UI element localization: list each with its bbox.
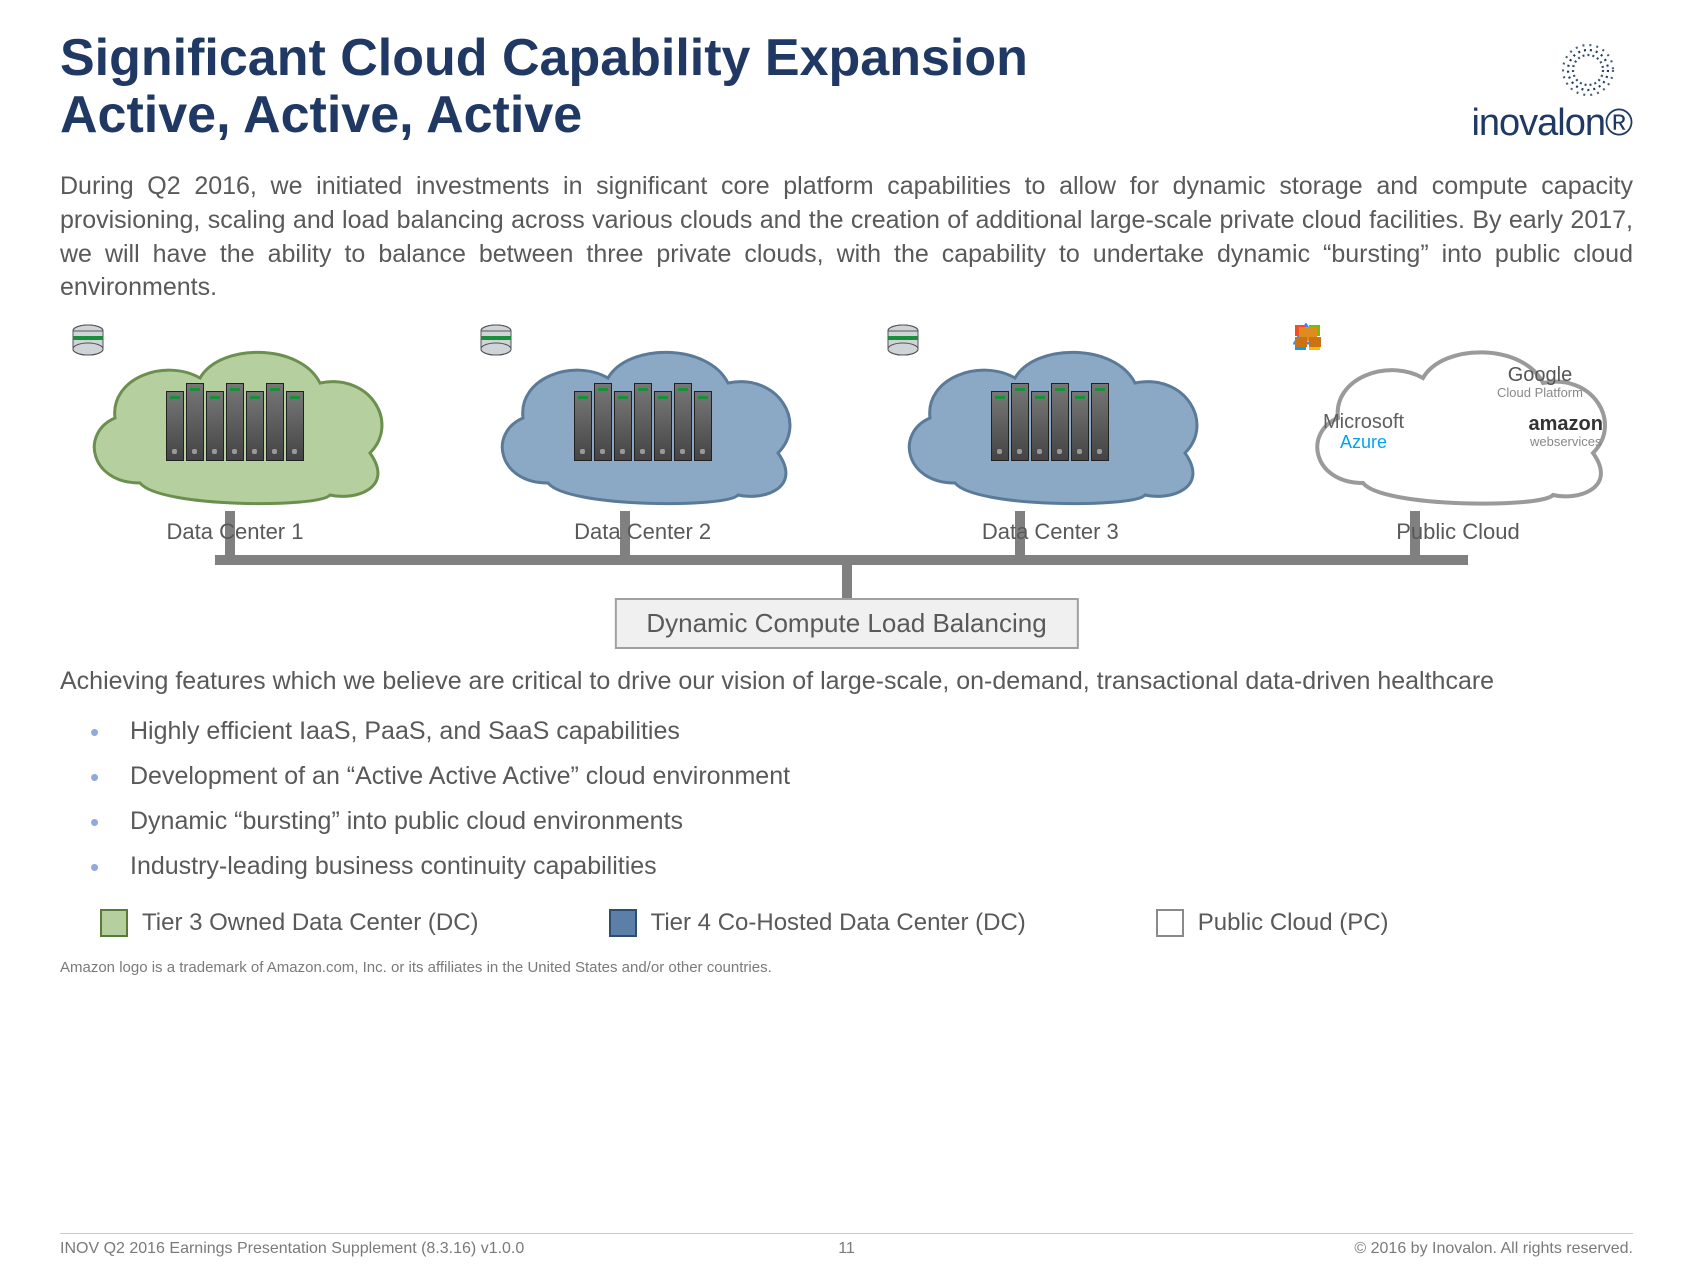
cloud-block-3: Data Center 3 [875,323,1225,545]
provider-google: Google Cloud Platform [1323,364,1603,399]
slide-header: Significant Cloud Capability Expansion A… [60,30,1633,145]
aws-sub: webservices [1529,436,1603,448]
legend-swatch [100,909,128,937]
cloud-3 [885,323,1215,513]
legend: Tier 3 Owned Data Center (DC) Tier 4 Co-… [60,909,1633,937]
cloud-2-content [478,323,808,513]
cloud-public: Google Cloud Platform Microsoft [1293,323,1623,513]
cloud-diagram: Data Center 1 [60,323,1633,633]
footer-right: © 2016 by Inovalon. All rights reserved. [1354,1240,1633,1258]
logo-text: inovalon [1471,102,1605,144]
aws-icon [1293,323,1325,353]
server-icon [654,391,672,461]
legend-item-tier3: Tier 3 Owned Data Center (DC) [100,909,479,937]
server-icon [674,383,692,461]
bullet-item: Development of an “Active Active Active”… [90,762,1633,791]
cloud-1-content [70,323,400,513]
aws-name: amazon [1529,413,1603,435]
server-icon [166,391,184,461]
feature-bullets: Highly efficient IaaS, PaaS, and SaaS ca… [60,717,1633,881]
server-icon [1071,391,1089,461]
bullet-item: Dynamic “bursting” into public cloud env… [90,807,1633,836]
azure-name: Microsoft [1323,411,1404,433]
connector-down [842,555,852,603]
server-icon [1011,383,1029,461]
google-name: Google [1508,364,1573,386]
legend-label: Public Cloud (PC) [1198,909,1389,937]
legend-swatch [1156,909,1184,937]
provider-azure: Microsoft Azure [1323,411,1404,450]
legend-swatch [609,909,637,937]
google-sub: Cloud Platform [1497,387,1583,399]
server-icon [594,383,612,461]
legend-label: Tier 4 Co-Hosted Data Center (DC) [651,909,1026,937]
cloud-block-1: Data Center 1 [60,323,410,545]
load-balance-box: Dynamic Compute Load Balancing [614,598,1078,649]
cloud-3-content [885,323,1215,513]
cloud-1 [70,323,400,513]
cloud-2-label: Data Center 2 [468,519,818,545]
footer-left: INOV Q2 2016 Earnings Presentation Suppl… [60,1240,524,1258]
clouds-row: Data Center 1 [60,323,1633,545]
server-icon [286,391,304,461]
database-icon [885,323,921,359]
legend-item-tier4: Tier 4 Co-Hosted Data Center (DC) [609,909,1026,937]
server-icon [574,391,592,461]
legend-label: Tier 3 Owned Data Center (DC) [142,909,479,937]
provider-aws: amazon webservices [1529,413,1603,448]
footer-page-number: 11 [838,1240,855,1258]
cloud-block-2: Data Center 2 [468,323,818,545]
server-icon [226,383,244,461]
server-icon [266,383,284,461]
outro-paragraph: Achieving features which we believe are … [60,665,1633,699]
server-row [165,391,305,461]
database-icon [478,323,514,359]
slide-title: Significant Cloud Capability Expansion A… [60,30,1028,144]
slide-footer: INOV Q2 2016 Earnings Presentation Suppl… [60,1233,1633,1258]
title-line-2: Active, Active, Active [60,87,1028,144]
server-icon [186,383,204,461]
legend-item-public: Public Cloud (PC) [1156,909,1389,937]
cloud-public-label: Public Cloud [1283,519,1633,545]
server-icon [991,391,1009,461]
public-cloud-content: Google Cloud Platform Microsoft [1293,323,1623,513]
provider-bottom-row: Microsoft Azure amazon webservices [1323,405,1603,456]
server-icon [1031,391,1049,461]
cloud-2 [478,323,808,513]
logo-swirl-icon [1543,40,1633,100]
server-icon [206,391,224,461]
server-icon [694,391,712,461]
bullet-item: Industry-leading business continuity cap… [90,852,1633,881]
server-icon [634,383,652,461]
company-logo: inovalon® [1471,30,1633,145]
azure-sub: Azure [1323,434,1404,450]
cloud-block-public: Google Cloud Platform Microsoft [1283,323,1633,545]
cloud-1-label: Data Center 1 [60,519,410,545]
logo-reg-mark: ® [1605,102,1633,144]
server-icon [1051,383,1069,461]
server-icon [246,391,264,461]
server-icon [1091,383,1109,461]
title-line-1: Significant Cloud Capability Expansion [60,30,1028,87]
disclaimer-text: Amazon logo is a trademark of Amazon.com… [60,959,1633,976]
cloud-3-label: Data Center 3 [875,519,1225,545]
server-icon [614,391,632,461]
intro-paragraph: During Q2 2016, we initiated investments… [60,170,1633,305]
server-row [990,391,1110,461]
bullet-item: Highly efficient IaaS, PaaS, and SaaS ca… [90,717,1633,746]
database-icon [70,323,106,359]
server-row [573,391,713,461]
